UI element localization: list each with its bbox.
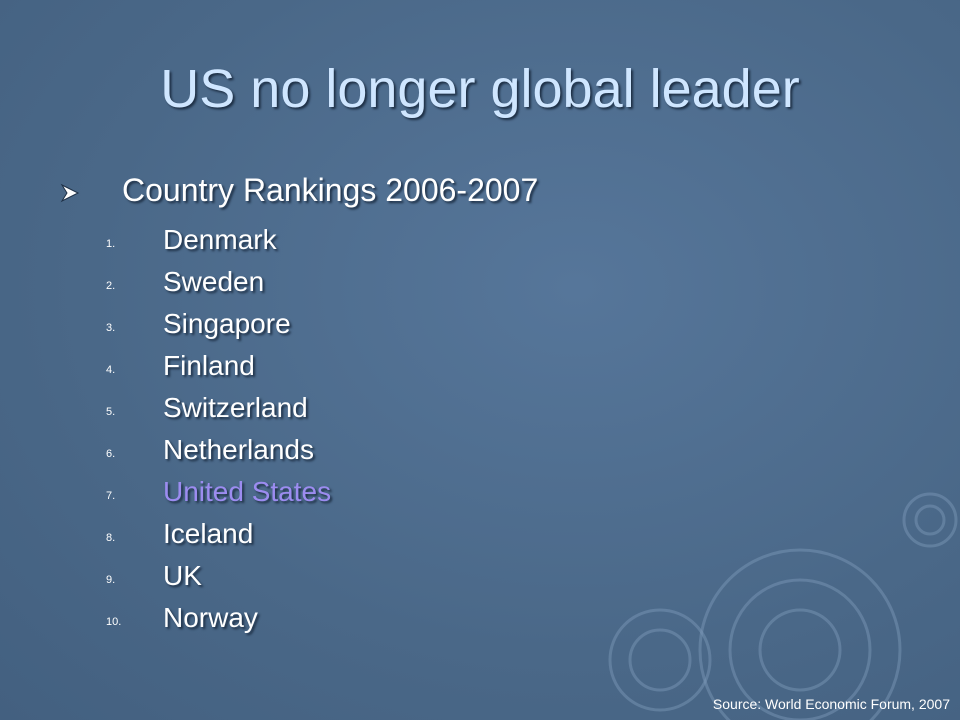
slide-title: US no longer global leader bbox=[160, 59, 800, 119]
item-number: 5. bbox=[106, 406, 116, 418]
item-name: Singapore bbox=[163, 308, 291, 339]
item-name: Netherlands bbox=[163, 434, 314, 465]
item-name: Norway bbox=[163, 602, 258, 633]
item-number: 2. bbox=[106, 280, 116, 292]
item-number: 8. bbox=[106, 532, 116, 544]
item-name: Finland bbox=[163, 350, 255, 381]
item-name: United States bbox=[163, 476, 332, 507]
item-name: Denmark bbox=[163, 224, 277, 255]
item-number: 4. bbox=[106, 364, 116, 376]
item-number: 7. bbox=[106, 490, 116, 502]
item-name: Switzerland bbox=[163, 392, 308, 423]
bullet-arrow bbox=[60, 183, 80, 203]
item-number: 1. bbox=[106, 238, 116, 250]
item-number: 3. bbox=[106, 322, 116, 334]
source-note: Source: World Economic Forum, 2007 bbox=[712, 696, 950, 712]
item-number: 6. bbox=[106, 448, 116, 460]
item-name: Sweden bbox=[163, 266, 265, 297]
item-number: 10. bbox=[106, 616, 122, 628]
item-number: 9. bbox=[106, 574, 116, 586]
item-name: Iceland bbox=[163, 518, 254, 549]
list-heading: Country Rankings 2006-2007 bbox=[122, 172, 539, 208]
item-name: UK bbox=[163, 560, 202, 591]
